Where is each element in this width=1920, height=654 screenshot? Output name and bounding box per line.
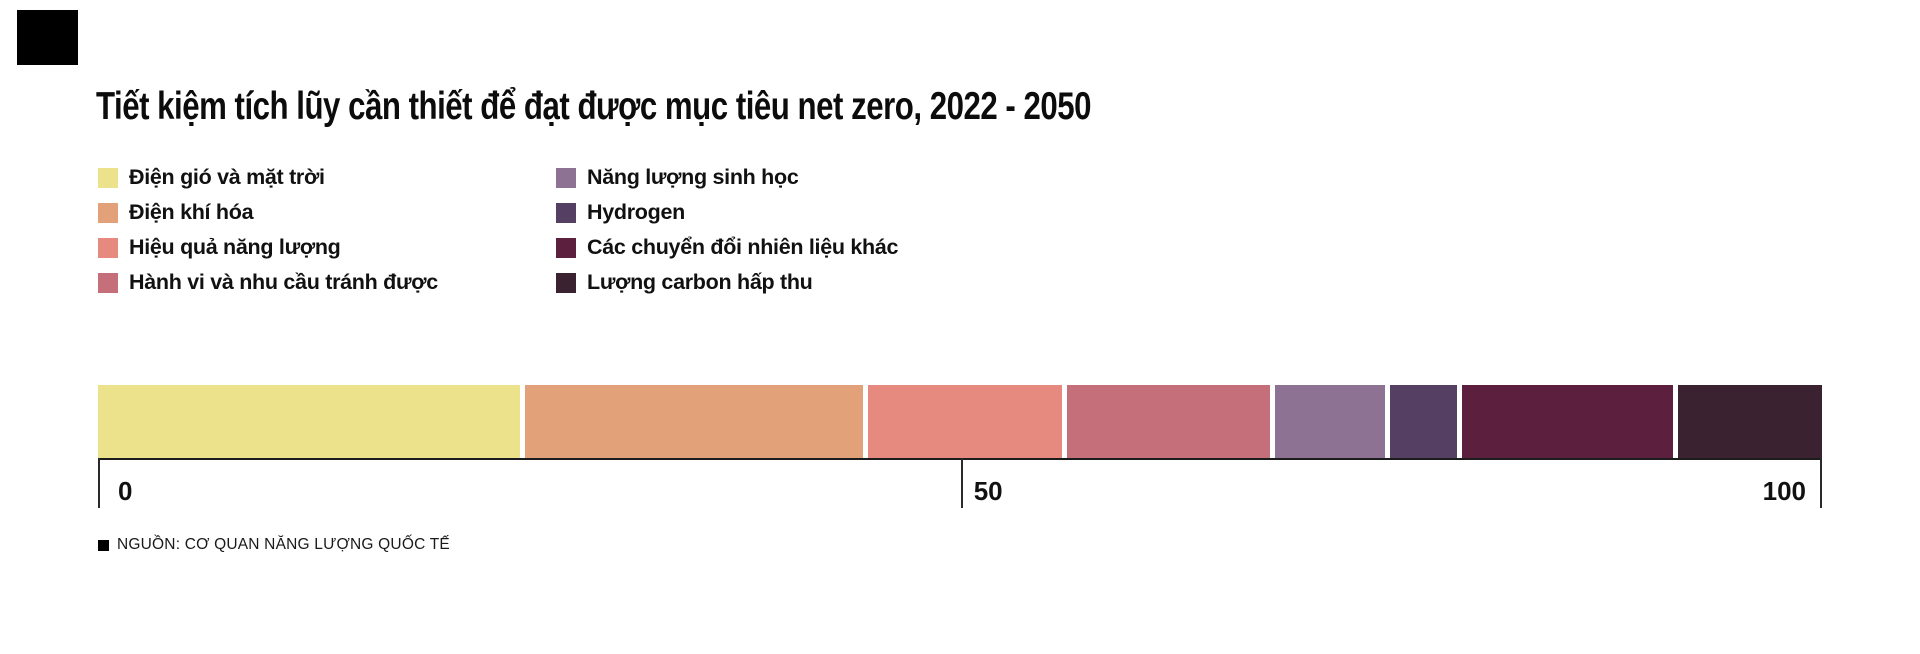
legend-swatch-icon xyxy=(556,167,576,188)
stacked-bar xyxy=(98,385,1822,459)
axis-tick-line xyxy=(1820,458,1822,508)
legend-swatch-icon xyxy=(98,272,118,293)
legend-item: Hành vi và nhu cầu tránh được xyxy=(98,265,438,300)
legend-item: Các chuyển đổi nhiên liệu khác xyxy=(556,230,899,265)
axis-tick-label: 0 xyxy=(118,476,133,506)
source-row: NGUỒN: CƠ QUAN NĂNG LƯỢNG QUỐC TẾ xyxy=(98,536,450,554)
axis-tick-label: 100 xyxy=(1762,476,1806,506)
legend-item: Năng lượng sinh học xyxy=(556,160,898,195)
legend-label: Các chuyển đổi nhiên liệu khác xyxy=(587,235,899,259)
axis-tick-line xyxy=(98,458,100,508)
legend-swatch-icon xyxy=(556,202,576,223)
bar-segment xyxy=(868,385,1063,459)
brand-square-mark xyxy=(17,10,78,65)
legend-label: Hydrogen xyxy=(587,200,685,224)
source-text: NGUỒN: CƠ QUAN NĂNG LƯỢNG QUỐC TẾ xyxy=(117,536,450,553)
legend-label: Hành vi và nhu cầu tránh được xyxy=(129,270,438,294)
legend-label: Năng lượng sinh học xyxy=(587,165,799,189)
bar-segment xyxy=(1389,385,1458,459)
bar-segment xyxy=(1678,385,1822,459)
x-axis-baseline xyxy=(98,458,1822,460)
legend-column-right: Năng lượng sinh học Hydrogen Các chuyển đổ… xyxy=(556,160,899,300)
legend-swatch-icon xyxy=(98,237,118,258)
legend-label: Hiệu quả năng lượng xyxy=(129,235,341,259)
legend-swatch-icon xyxy=(556,237,576,258)
source-square-icon xyxy=(98,539,109,551)
legend-label: Điện gió và mặt trời xyxy=(129,165,325,189)
legend-item: Điện gió và mặt trời xyxy=(98,160,438,195)
legend-swatch-icon xyxy=(98,167,118,188)
legend-label: Điện khí hóa xyxy=(129,200,254,224)
stacked-bar-plot-area xyxy=(98,385,1822,459)
bar-segment xyxy=(1067,385,1270,459)
legend-item: Hydrogen xyxy=(556,195,898,230)
bar-segment xyxy=(1462,385,1674,459)
axis-tick-line xyxy=(960,458,963,508)
bar-segment xyxy=(525,385,864,459)
axis-tick-label: 50 xyxy=(973,476,1003,506)
chart-title: Tiết kiệm tích lũy cần thiết để đạt được… xyxy=(96,85,1091,128)
legend-swatch-icon xyxy=(556,272,576,293)
bar-segment xyxy=(1274,385,1385,459)
legend-column-left: Điện gió và mặt trời Điện khí hóa Hiệu quả… xyxy=(98,160,438,300)
legend-item: Hiệu quả năng lượng xyxy=(98,230,438,265)
bar-segment xyxy=(98,385,521,459)
legend-item: Điện khí hóa xyxy=(98,195,438,230)
legend-label: Lượng carbon hấp thu xyxy=(587,270,813,294)
x-axis: 0 50 100 xyxy=(98,458,1822,518)
legend-item: Lượng carbon hấp thu xyxy=(556,265,898,300)
legend-swatch-icon xyxy=(98,202,118,223)
